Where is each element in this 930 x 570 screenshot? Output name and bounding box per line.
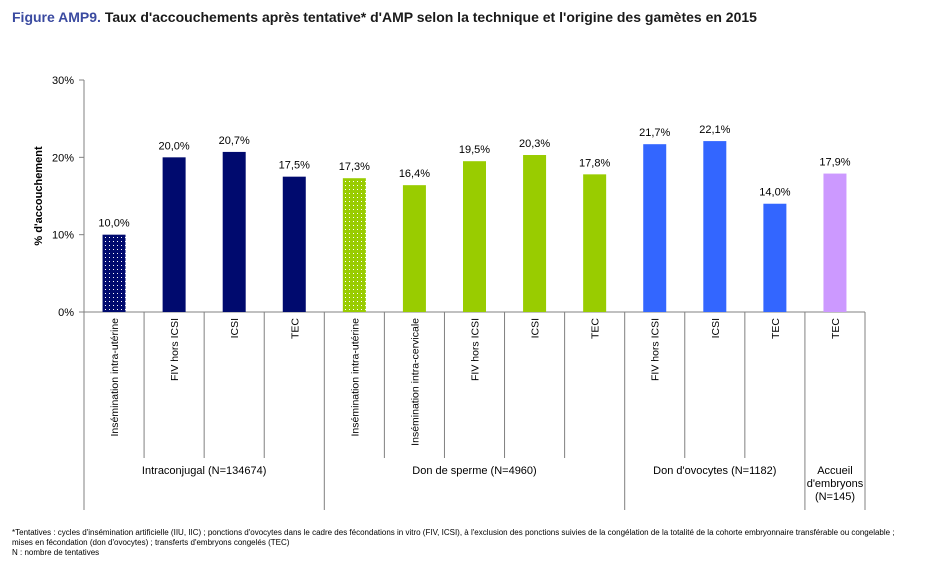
footnote-line: *Tentatives : cycles d'insémination arti… <box>12 528 895 537</box>
figure-number: Figure AMP9. <box>12 9 101 25</box>
group-label: (N=145) <box>815 491 855 503</box>
category-label: ICSI <box>530 318 542 338</box>
category-label: TEC <box>770 318 782 339</box>
bar-value-label: 10,0% <box>98 218 129 230</box>
group-label: d'embryons <box>807 478 864 490</box>
group-label: Accueil <box>817 465 852 477</box>
bar-value-label: 20,3% <box>519 138 550 150</box>
bar <box>102 234 126 312</box>
figure-title: Figure AMP9. Taux d'accouchements après … <box>12 9 757 25</box>
bar <box>402 185 426 312</box>
y-tick-label: 20% <box>52 152 74 164</box>
bar <box>463 161 486 312</box>
category-label: TEC <box>289 318 301 339</box>
category-label: TEC <box>830 318 842 339</box>
y-axis-label: % d'accouchement <box>33 146 45 246</box>
group-label: Don d'ovocytes (N=1182) <box>653 465 776 477</box>
bar-value-label: 17,9% <box>819 157 850 169</box>
bar <box>282 176 306 312</box>
category-label: FIV hors ICSI <box>169 318 181 381</box>
category-label: ICSI <box>229 318 241 338</box>
figure-title-text: Taux d'accouchements après tentative* d'… <box>104 9 757 25</box>
bar-value-label: 20,0% <box>159 140 190 152</box>
bar <box>583 174 607 312</box>
category-label: TEC <box>590 318 602 339</box>
category-label: ICSI <box>710 318 722 338</box>
footnote: *Tentatives : cycles d'insémination arti… <box>12 528 912 558</box>
bar-value-label: 22,1% <box>699 124 730 136</box>
bar-value-label: 21,7% <box>639 127 670 139</box>
bar-value-label: 19,5% <box>459 144 490 156</box>
group-label: Intraconjugal (N=134674) <box>142 465 266 477</box>
bar-value-label: 20,7% <box>219 135 250 147</box>
category-label: Insémination intra-utérine <box>109 318 121 437</box>
y-tick-label: 0% <box>58 307 74 319</box>
footnote-line: mises en fécondation (don d'ovocytes) ; … <box>12 538 290 547</box>
category-label: Insémination intra-utérine <box>349 318 361 437</box>
bar-value-label: 14,0% <box>759 187 790 199</box>
bar <box>763 203 787 312</box>
bar <box>703 141 727 312</box>
group-label: Don de sperme (N=4960) <box>412 465 536 477</box>
bar <box>823 173 847 312</box>
category-label: FIV hors ICSI <box>470 318 482 381</box>
bar <box>523 155 547 312</box>
bar <box>342 178 366 312</box>
category-label: Insémination intra-cervicale <box>409 318 421 446</box>
category-label: FIV hors ICSI <box>650 318 662 381</box>
footnote-line: N : nombre de tentatives <box>12 548 100 557</box>
y-tick-label: 30% <box>52 75 74 87</box>
bar-value-label: 17,5% <box>279 160 310 172</box>
bar <box>222 151 246 312</box>
bar-value-label: 17,3% <box>339 161 370 173</box>
bar <box>162 157 186 312</box>
bar-value-label: 16,4% <box>399 168 430 180</box>
bar-value-label: 17,8% <box>579 157 610 169</box>
bar <box>643 144 667 312</box>
y-tick-label: 10% <box>52 230 74 242</box>
